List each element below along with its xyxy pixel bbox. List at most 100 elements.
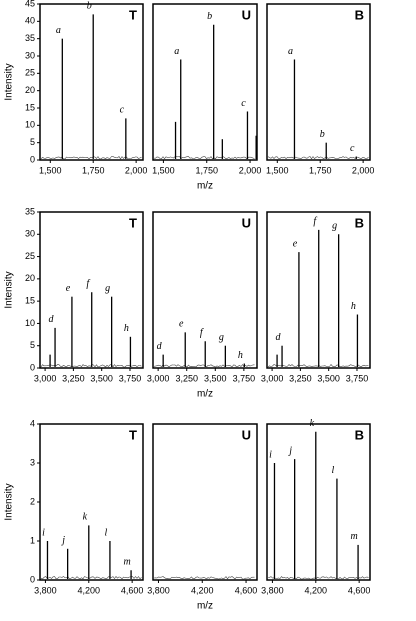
peak-label: c (350, 143, 355, 154)
noise (40, 576, 142, 580)
y-tick-label: 35 (25, 206, 35, 216)
x-tick-label: 1,500 (266, 165, 289, 175)
x-tick-label: 3,250 (175, 373, 198, 383)
peak-label: l (332, 465, 335, 476)
y-tick-label: 10 (25, 318, 35, 328)
y-tick-label: 5 (30, 340, 35, 350)
y-tick-label: 30 (25, 50, 35, 60)
peak-label: j (287, 445, 292, 456)
y-axis-title: Intensity (4, 63, 15, 100)
x-tick-label: 3,500 (90, 373, 113, 383)
peak-label: h (124, 323, 129, 334)
peak-label: c (241, 98, 246, 109)
x-tick-label: 4,600 (121, 585, 144, 595)
panel-title: T (129, 7, 137, 22)
peak-label: a (288, 46, 293, 57)
x-tick-label: 3,000 (261, 373, 284, 383)
panel-frame (266, 211, 371, 369)
panel-title: T (129, 427, 137, 442)
x-tick-label: 1,750 (82, 165, 105, 175)
peak-label: h (351, 301, 356, 312)
x-tick-label: 3,800 (261, 585, 284, 595)
y-tick-label: 20 (25, 273, 35, 283)
panel-frame (266, 423, 371, 581)
y-tick-label: 35 (25, 33, 35, 43)
x-tick-label: 2,000 (239, 165, 262, 175)
peak-label: e (179, 319, 184, 330)
panel-frame (152, 211, 258, 369)
peak-label: d (49, 314, 55, 325)
y-tick-label: 10 (25, 120, 35, 130)
x-tick-label: 3,750 (346, 373, 369, 383)
x-tick-label: 4,200 (191, 585, 214, 595)
peak-label: b (207, 11, 212, 22)
peak-label: g (332, 221, 337, 232)
x-tick-label: 3,750 (233, 373, 256, 383)
noise (267, 156, 369, 160)
panel-frame (39, 211, 144, 369)
x-tick-label: 4,200 (305, 585, 328, 595)
peak-label: c (120, 105, 125, 116)
panel-title: U (242, 7, 251, 22)
peak-label: m (350, 531, 357, 542)
x-tick-label: 3,800 (147, 585, 170, 595)
x-tick-label: 3,000 (34, 373, 57, 383)
y-tick-label: 0 (30, 154, 35, 164)
y-tick-label: 40 (25, 16, 35, 26)
x-tick-label: 4,600 (235, 585, 258, 595)
y-tick-label: 25 (25, 251, 35, 261)
x-tick-label: 1,750 (309, 165, 332, 175)
panel-frame (152, 423, 258, 581)
noise (154, 156, 255, 160)
panel-title: B (355, 7, 364, 22)
peak-label: g (219, 332, 224, 343)
panel-title: T (129, 215, 137, 230)
peak-label: h (238, 350, 243, 361)
x-tick-label: 3,000 (147, 373, 170, 383)
y-tick-label: 15 (25, 296, 35, 306)
x-tick-label: 1,750 (195, 165, 218, 175)
y-tick-label: 45 (25, 0, 35, 8)
noise (267, 576, 369, 580)
x-tick-label: 1,500 (152, 165, 175, 175)
panel-frame (39, 3, 144, 161)
y-tick-label: 2 (30, 496, 35, 506)
peak-label: e (66, 283, 71, 294)
x-tick-label: 2,000 (125, 165, 148, 175)
y-tick-label: 0 (30, 362, 35, 372)
x-axis-title: m/z (197, 601, 213, 612)
peak-label: j (60, 535, 65, 546)
x-tick-label: 3,500 (317, 373, 340, 383)
peak-label: m (123, 557, 130, 568)
peak-label: g (105, 283, 110, 294)
x-tick-label: 4,600 (348, 585, 371, 595)
x-tick-label: 3,500 (204, 373, 227, 383)
y-tick-label: 20 (25, 85, 35, 95)
y-axis-title: Intensity (4, 271, 15, 308)
peak-label: d (276, 332, 282, 343)
panel-title: U (242, 427, 251, 442)
y-axis-title: Intensity (4, 483, 15, 520)
peak-label: b (87, 1, 92, 12)
x-tick-label: 2,000 (352, 165, 375, 175)
x-tick-label: 3,250 (62, 373, 85, 383)
y-tick-label: 0 (30, 574, 35, 584)
panel-title: B (355, 215, 364, 230)
x-axis-title: m/z (197, 181, 213, 192)
x-tick-label: 1,500 (39, 165, 62, 175)
y-tick-label: 30 (25, 229, 35, 239)
peak-label: e (293, 238, 298, 249)
x-tick-label: 3,800 (34, 585, 57, 595)
x-axis-title: m/z (197, 389, 213, 400)
peak-label: k (310, 418, 315, 429)
peak-label: d (157, 341, 163, 352)
x-tick-label: 4,200 (78, 585, 101, 595)
y-tick-label: 3 (30, 457, 35, 467)
y-tick-label: 1 (30, 535, 35, 545)
x-tick-label: 3,250 (289, 373, 312, 383)
x-tick-label: 3,750 (119, 373, 142, 383)
y-tick-label: 5 (30, 137, 35, 147)
peak-label: b (320, 129, 325, 140)
